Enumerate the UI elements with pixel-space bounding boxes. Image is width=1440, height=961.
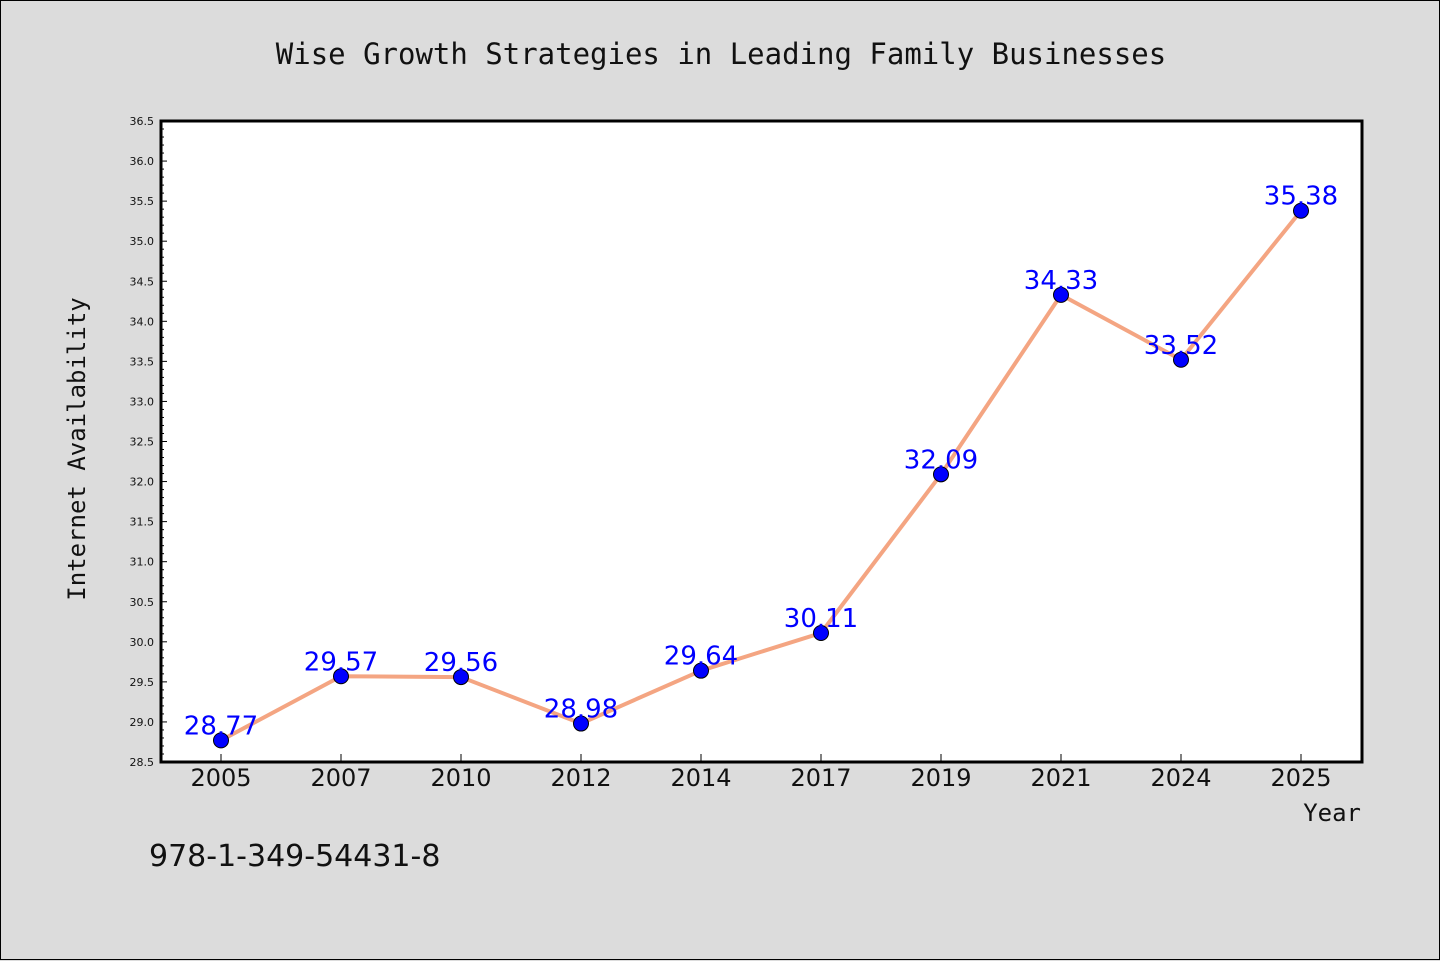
y-tick-label: 32.5 (130, 436, 155, 449)
data-point (933, 466, 949, 483)
y-tick-label: 36.0 (130, 155, 155, 168)
y-tick-label: 29.5 (130, 676, 155, 689)
x-tick-label: 2007 (310, 764, 371, 792)
y-tick-label: 33.0 (130, 395, 155, 408)
y-tick-label: 34.5 (130, 275, 155, 288)
data-label: 33.52 (1144, 331, 1218, 361)
data-label: 29.56 (424, 648, 498, 678)
data-label: 29.64 (664, 642, 738, 672)
x-tick-label: 2010 (430, 764, 491, 792)
series-line (220, 209, 1303, 743)
x-tick-label: 2019 (910, 764, 971, 792)
data-point (1053, 286, 1069, 303)
x-tick-label: 2017 (790, 764, 851, 792)
data-point (693, 662, 709, 679)
x-tick-label: 2005 (190, 764, 251, 792)
y-axis-label: Internet Availability (63, 297, 91, 600)
y-tick-label: 31.0 (130, 556, 155, 569)
isbn-annotation: 978-1-349-54431-8 (149, 839, 440, 874)
y-tick-label: 31.5 (130, 516, 155, 529)
data-point (333, 668, 349, 685)
y-tick-label: 29.0 (130, 716, 155, 729)
x-tick-label: 2021 (1030, 764, 1091, 792)
y-tick-label: 35.0 (130, 235, 155, 248)
y-tick-label: 30.5 (130, 596, 155, 609)
plot-area (159, 119, 1364, 764)
data-label: 29.57 (304, 647, 378, 677)
data-label: 28.77 (184, 711, 258, 741)
y-tick-label: 36.5 (130, 115, 155, 128)
x-axis-ticks: 2005 2007 2010 2012 2014 2017 2019 2021 2024 2025 (190, 754, 1332, 792)
y-tick-label: 32.0 (130, 476, 155, 489)
data-point (813, 624, 829, 641)
data-label: 32.09 (904, 445, 978, 475)
y-tick-label: 28.5 (130, 756, 155, 769)
y-axis-ticks: 28.5 29.0 29.5 30.0 30.5 31.0 31.5 32.0 32.5 33.0… (130, 115, 167, 769)
data-point (213, 732, 229, 749)
data-label: 35.38 (1264, 182, 1338, 212)
x-tick-label: 2012 (550, 764, 611, 792)
x-axis-label: Year (1303, 799, 1361, 827)
data-point (453, 669, 469, 686)
series-group: 28.77 29.57 29.56 28.98 29.64 30.11 32.09 34.33… (184, 182, 1338, 749)
data-label: 34.33 (1024, 266, 1098, 296)
data-label: 30.11 (784, 604, 858, 634)
data-point (573, 715, 589, 732)
data-point (1293, 202, 1309, 219)
data-point (1173, 351, 1189, 368)
y-tick-label: 33.5 (130, 355, 155, 368)
x-tick-label: 2014 (670, 764, 731, 792)
chart-title: Wise Growth Strategies in Leading Family… (276, 37, 1166, 71)
y-tick-label: 35.5 (130, 195, 155, 208)
y-tick-label: 34.0 (130, 315, 155, 328)
x-tick-label: 2025 (1270, 764, 1331, 792)
x-tick-label: 2024 (1150, 764, 1211, 792)
y-tick-label: 30.0 (130, 636, 155, 649)
data-label: 28.98 (544, 695, 618, 725)
